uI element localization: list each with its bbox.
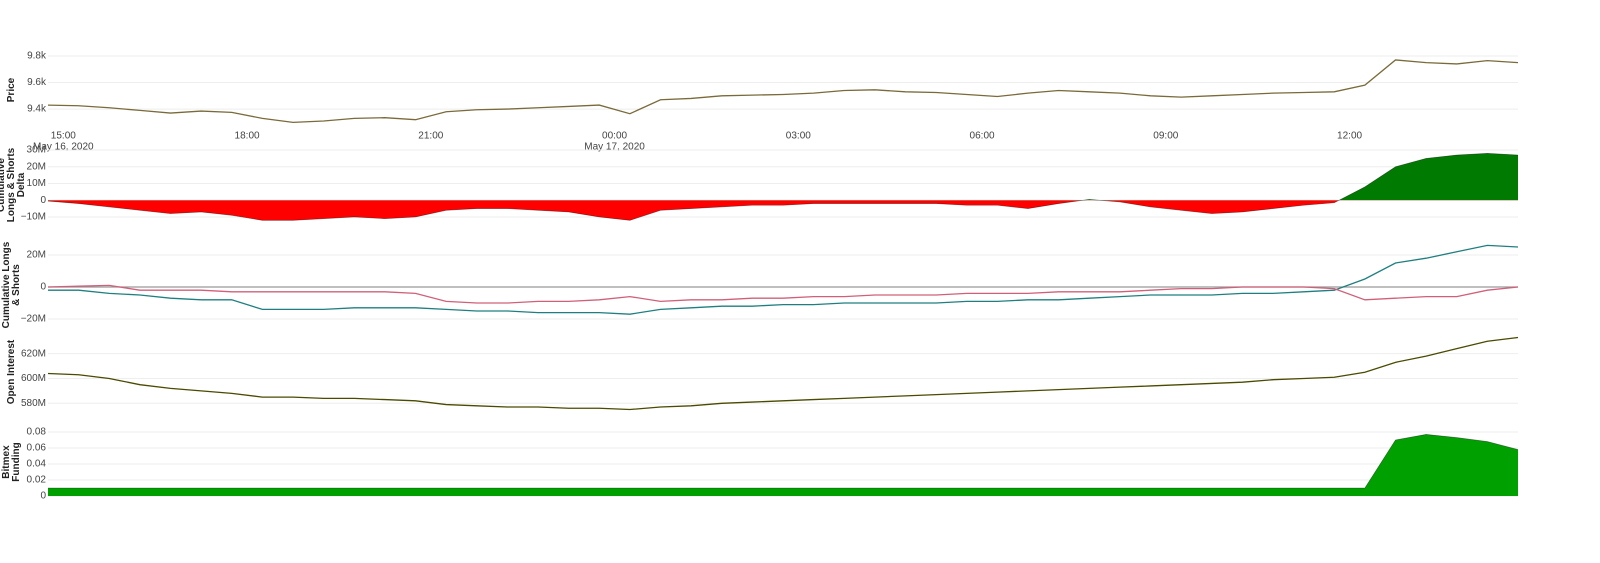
y-tick-label: 0.02: [27, 475, 47, 486]
y-axis-title: Bitmex Funding: [2, 425, 22, 499]
x-tick-label: 15:00: [51, 131, 76, 142]
y-axis-title: Price: [7, 50, 17, 131]
y-tick-label: 600M: [21, 373, 46, 384]
y-tick-label: 20M: [27, 250, 46, 261]
x-tick-label: 03:00: [786, 131, 811, 142]
x-tick-label: 09:00: [1153, 131, 1178, 142]
y-tick-label: 0.08: [27, 427, 47, 438]
y-tick-label: 0.06: [27, 443, 47, 454]
x-tick-label: 18:00: [235, 131, 260, 142]
y-tick-label: 10M: [27, 178, 46, 189]
x-tick-label: 00:00: [602, 131, 627, 142]
y-tick-label: 620M: [21, 348, 46, 359]
y-tick-label: 20M: [27, 161, 46, 172]
x-tick-label: 21:00: [418, 131, 443, 142]
y-tick-label: 9.8k: [27, 51, 47, 62]
y-tick-label: 30M: [27, 145, 46, 156]
y-tick-label: 0.04: [27, 459, 47, 470]
y-tick-label: 0: [40, 282, 46, 293]
y-axis-title: Cumulative Longs & Shorts Delta: [0, 147, 27, 223]
line-series: [48, 337, 1518, 409]
y-tick-label: −20M: [21, 314, 46, 325]
x-date-label: May 17, 2020: [584, 142, 645, 153]
area-series: [48, 153, 1518, 220]
y-tick-label: 580M: [21, 398, 46, 409]
area-positive: [48, 434, 1518, 496]
y-axis-title: Cumulative Longs & Shorts: [2, 241, 22, 330]
line-series: [48, 245, 1518, 314]
chart: 9.4k 9.6k 9.8k 15:00 18:00 21:00 00:00 03:00 06:…: [0, 0, 1600, 563]
x-tick-label: 06:00: [970, 131, 995, 142]
y-tick-label: 0: [40, 491, 46, 502]
line-series: [48, 60, 1518, 122]
y-tick-label: 9.6k: [27, 77, 47, 88]
line-series: [48, 285, 1518, 303]
y-axis-title: Open Interest: [7, 332, 17, 413]
area-negative: [48, 434, 1518, 496]
x-tick-label: 12:00: [1337, 131, 1362, 142]
y-tick-label: 0: [40, 195, 46, 206]
page: 9.4k 9.6k 9.8k 15:00 18:00 21:00 00:00 03:00 06:…: [0, 0, 1600, 563]
area-series: [48, 434, 1518, 496]
area-negative: [48, 153, 1518, 220]
y-tick-label: 9.4k: [27, 104, 47, 115]
